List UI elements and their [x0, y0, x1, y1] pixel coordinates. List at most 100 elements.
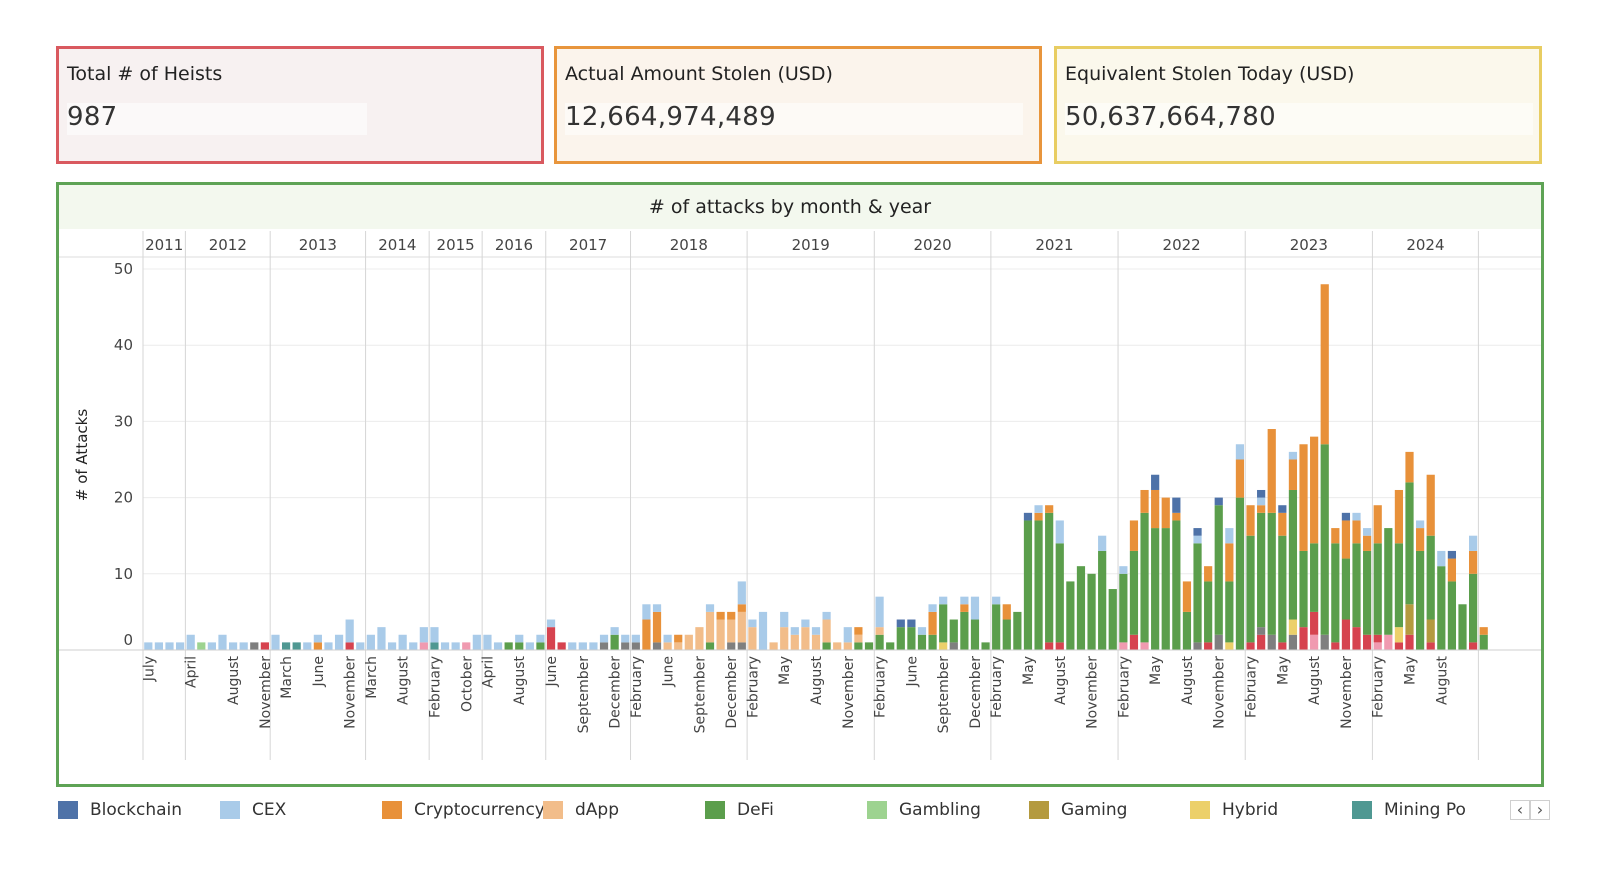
month-label: February — [873, 656, 889, 718]
bar-segment-defi — [1076, 566, 1086, 650]
kpi-equivalent-stolen-today-label: Equivalent Stolen Today (USD) — [1065, 63, 1355, 85]
bar-segment-defi — [1225, 581, 1234, 643]
bar-segment-cryptocurrency — [1363, 535, 1372, 551]
bar-segment-cex — [440, 642, 450, 650]
legend-item[interactable]: Gaming — [1029, 797, 1127, 823]
month-label: July — [141, 656, 157, 682]
legend-next-button[interactable]: › — [1530, 800, 1550, 820]
bar-segment-cryptocurrency — [1246, 505, 1255, 536]
bar-segment-cex — [652, 604, 662, 612]
bar-segment-other — [546, 627, 556, 650]
bar-segment-cryptocurrency — [1469, 550, 1478, 574]
month-label: August — [226, 655, 242, 705]
legend-item[interactable]: dApp — [543, 797, 619, 823]
bar-segment-other — [1055, 642, 1064, 650]
bar-segment-mining-pool — [281, 642, 291, 650]
bar-segment-defi — [1214, 505, 1223, 635]
bar-segment-cex — [568, 642, 577, 650]
month-label: April — [480, 656, 496, 688]
legend-item[interactable]: Hybrid — [1190, 797, 1278, 823]
bar-segment-defi — [1193, 543, 1202, 643]
bar-segment-dapp — [780, 627, 789, 650]
bar-segment-defi — [875, 634, 884, 650]
attacks-bar-chart[interactable]: # of attacks by month & year # of Attacks… — [59, 185, 1541, 784]
bar-segment-cex — [419, 627, 428, 643]
bar-segment-cryptocurrency — [1034, 512, 1043, 521]
month-label: June — [661, 656, 677, 688]
bar-segment-cex — [917, 627, 927, 635]
legend-item[interactable]: Mining Po — [1352, 797, 1466, 823]
bar-segment-cex — [186, 634, 195, 650]
legend-swatch — [867, 801, 887, 819]
year-label: 2012 — [209, 236, 247, 254]
bar-segment-defi — [1098, 550, 1107, 650]
bar-segment-cex — [313, 634, 322, 643]
bar-segment-cex — [472, 634, 481, 650]
bar-segment-other — [1363, 634, 1372, 650]
kpi-total-heists-value: 987 — [67, 102, 118, 132]
bar-segment-cex — [811, 627, 821, 635]
legend-item[interactable]: Gambling — [867, 797, 981, 823]
bar-segment-defi — [1151, 528, 1160, 650]
bar-segment-blockchain — [1151, 474, 1160, 490]
bar-segment-dapp — [790, 634, 799, 650]
month-label: August — [512, 655, 528, 705]
bar-segment-dapp — [674, 642, 683, 650]
bar-segment-other — [1278, 642, 1287, 650]
bar-segment-defi — [1426, 535, 1435, 620]
bar-segment-defi — [1161, 528, 1170, 650]
month-label: September — [936, 656, 952, 734]
y-tick-label: 20 — [114, 489, 133, 507]
title-band — [59, 185, 1541, 229]
bar-segment-blockchain — [1214, 497, 1223, 506]
month-label: March — [279, 656, 295, 699]
bar-segment-defi — [1437, 566, 1446, 650]
legend-item[interactable]: Cryptocurrency — [382, 797, 545, 823]
legend-item[interactable]: CEX — [220, 797, 286, 823]
bar-segment-cex — [631, 634, 640, 643]
bar-segment-cex — [1416, 520, 1425, 529]
kpi-equivalent-stolen-today-value: 50,637,664,780 — [1065, 102, 1276, 132]
legend-item[interactable]: DeFi — [705, 797, 774, 823]
month-label: November — [258, 656, 274, 729]
bar-segment-other3 — [737, 642, 746, 650]
bar-segment-dapp — [684, 634, 693, 650]
bar-segment-cex — [175, 642, 185, 650]
legend-swatch — [1190, 801, 1210, 819]
bar-segment-cryptocurrency — [1373, 505, 1382, 544]
bar-segment-cex — [525, 642, 534, 650]
bar-segment-cryptocurrency — [674, 634, 683, 643]
bar-segment-blockchain — [1023, 512, 1033, 521]
bar-segment-cex — [398, 634, 407, 650]
bar-segment-defi — [1235, 497, 1245, 650]
bar-segment-blockchain — [896, 619, 905, 628]
legend-item[interactable]: Blockchain — [58, 797, 182, 823]
bar-segment-other3 — [1288, 634, 1298, 650]
y-axis-label: # of Attacks — [73, 409, 91, 501]
bar-segment-cex — [1034, 505, 1043, 513]
bar-segment-defi — [1129, 550, 1139, 635]
bar-segment-cryptocurrency — [313, 642, 322, 650]
bar-segment-cex — [610, 627, 619, 635]
y-tick-label: 0 — [123, 631, 133, 649]
bar-segment-cryptocurrency — [737, 604, 746, 612]
bar-segment-defi — [822, 642, 831, 650]
legend-swatch — [382, 801, 402, 819]
kpi-total-heists: Total # of Heists 987 — [56, 46, 544, 164]
bar-segment-other2 — [1119, 642, 1128, 650]
bar-segment-dapp — [875, 627, 884, 635]
bar-segment-other — [260, 642, 269, 650]
bar-segment-cex — [207, 642, 216, 650]
bar-segment-cryptocurrency — [1140, 489, 1149, 513]
bar-segment-cex — [1225, 528, 1234, 544]
legend-prev-button[interactable]: ‹ — [1510, 800, 1530, 820]
bar-segment-blockchain — [1257, 489, 1266, 498]
bar-segment-hybrid — [1394, 627, 1404, 643]
bar-segment-defi — [1267, 512, 1276, 635]
y-tick-label: 50 — [114, 260, 133, 278]
bar-segment-defi — [928, 634, 937, 650]
bar-segment-cryptocurrency — [1288, 459, 1298, 490]
month-label: May — [777, 656, 793, 685]
month-label: November — [841, 656, 857, 729]
bar-segment-cex — [324, 642, 333, 650]
